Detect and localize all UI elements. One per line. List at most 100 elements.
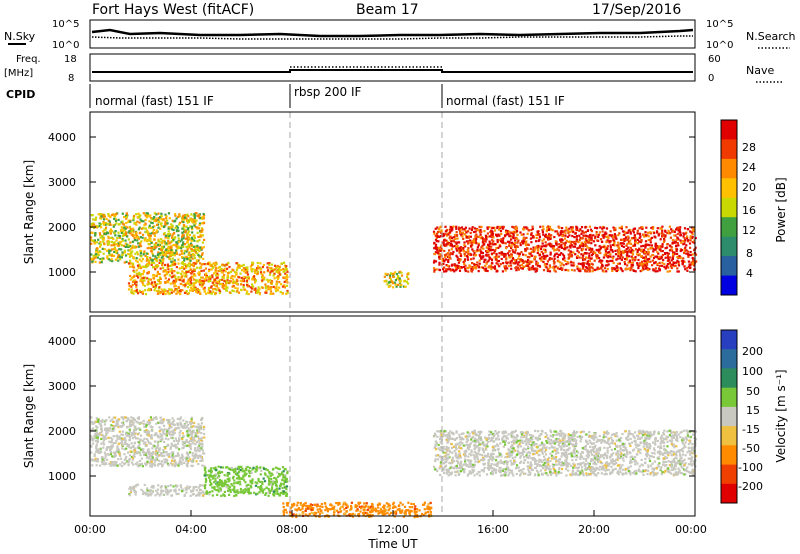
data-cell [444,225,447,228]
data-cell [142,283,145,286]
data-cell [195,489,198,492]
data-cell [591,263,594,266]
data-cell [222,276,225,279]
data-cell [383,280,386,283]
data-cell [124,441,127,444]
data-cell [646,243,649,246]
data-cell [165,459,168,462]
data-cell [505,262,508,265]
data-cell [174,276,177,279]
data-cell [570,255,573,258]
data-cell [127,288,131,291]
data-cell [167,421,170,424]
data-cell [95,420,98,423]
data-cell [186,423,190,427]
data-cell [146,239,149,242]
data-cell [125,447,128,450]
data-cell [595,255,598,258]
data-cell [511,249,514,252]
data-cell [102,221,105,224]
data-cell [567,262,570,265]
data-cell [235,278,238,281]
data-cell [640,262,643,265]
data-cell [264,283,267,286]
data-cell [261,279,264,282]
data-cell [260,272,263,275]
data-cell [144,441,147,444]
data-cell [185,289,188,293]
data-cell [188,485,192,488]
data-cell [164,236,167,239]
data-cell [685,244,688,247]
data-cell [146,264,149,267]
data-cell [691,236,694,240]
data-cell [256,291,259,294]
data-cell [190,433,194,436]
data-cell [118,435,121,438]
data-cell [541,231,544,234]
data-cell [578,239,581,242]
data-cell [105,446,109,449]
data-cell [662,233,665,236]
freq-unit: [MHz] [4,68,33,79]
data-cell [183,224,186,227]
data-cell [170,442,173,445]
data-cell [144,254,147,257]
data-cell [177,234,180,237]
data-cell [679,239,682,242]
data-cell [139,454,142,457]
data-cell [661,245,664,248]
data-cell [604,232,607,235]
data-cell [638,240,641,243]
data-cell [95,255,98,258]
data-cell [285,265,288,268]
data-cell [168,234,171,237]
data-cell [526,232,529,235]
data-cell [568,227,571,230]
data-cell [192,249,195,252]
data-cell [101,420,104,423]
data-cell [468,227,471,230]
data-cell [662,240,665,243]
data-cell [148,220,151,223]
data-cell [110,236,113,239]
data-cell [392,275,395,278]
data-cell [99,420,102,423]
data-cell [529,237,532,240]
data-cell [174,278,178,281]
data-cell [676,270,679,273]
data-cell [513,262,516,265]
data-cell [434,251,437,254]
data-cell [151,463,154,466]
data-cell [619,255,622,258]
data-cell [501,270,504,273]
data-cell [95,417,98,420]
data-cell [178,289,181,293]
data-cell [507,264,510,267]
data-cell [479,233,482,236]
data-cell [94,459,97,462]
data-cell [185,487,188,490]
data-cell [198,289,201,292]
data-cell [112,425,115,428]
data-cell [150,455,154,458]
data-cell [162,257,165,260]
data-cell [121,239,124,242]
data-cell [149,453,152,456]
data-cell [630,255,633,258]
data-cell [180,238,183,241]
data-cell [275,285,278,288]
data-cell [186,232,189,235]
data-cell [198,494,201,497]
data-cell [601,245,604,248]
data-cell [158,286,161,289]
data-cell [569,250,572,254]
data-cell [200,436,204,440]
data-cell [127,451,130,454]
data-cell [138,289,141,292]
data-cell [124,225,127,228]
data-cell [156,223,159,226]
data-cell [609,259,612,262]
data-cell [258,293,261,296]
data-cell [275,270,278,273]
